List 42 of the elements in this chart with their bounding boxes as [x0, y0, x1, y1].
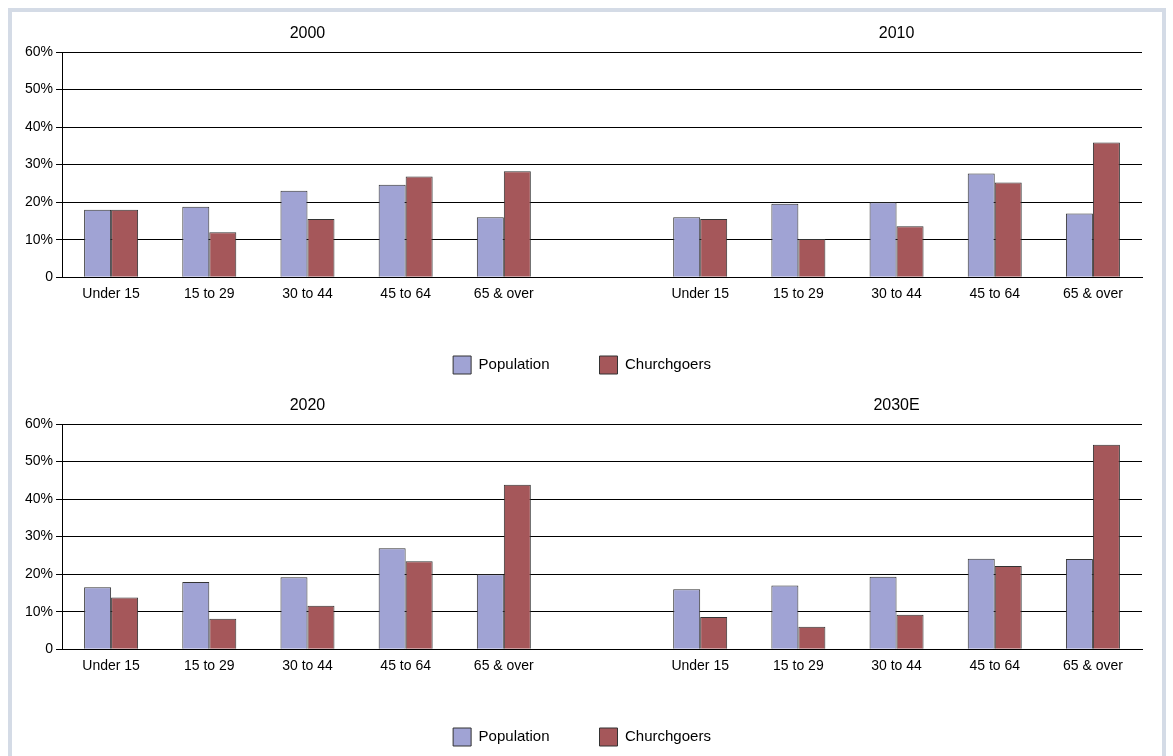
x-tick-label: 45 to 64 — [380, 285, 432, 302]
legend-label: Churchgoers — [625, 355, 711, 373]
y-tick-label: 30% — [24, 527, 54, 544]
x-tick-label: 15 to 29 — [773, 657, 824, 674]
y-tick-label: 40% — [24, 489, 54, 506]
x-tick-label: Under 15 — [671, 285, 730, 302]
text: 2010 — [878, 24, 915, 42]
y-tick-label: 50% — [24, 452, 54, 469]
legend-label: Population — [478, 355, 550, 373]
x-tick-label: 30 to 44 — [871, 285, 923, 302]
x-tick-label: Under 15 — [671, 657, 730, 674]
y-tick-label: 50% — [24, 80, 54, 97]
legend-label: Population — [478, 727, 550, 745]
x-tick-label: 65 & over — [1062, 657, 1124, 674]
y-tick-label: 40% — [24, 117, 54, 134]
x-tick-label: 15 to 29 — [183, 657, 235, 674]
y-tick-label: 60% — [24, 414, 54, 431]
text: 2000 — [289, 24, 326, 42]
x-tick-label: 65 & over — [473, 285, 535, 302]
x-tick-label: 30 to 44 — [282, 285, 333, 302]
y-tick-label: 10% — [24, 230, 54, 247]
x-tick-label: 65 & over — [1062, 285, 1124, 302]
text: 2030E — [873, 396, 920, 414]
x-tick-label: 45 to 64 — [380, 657, 432, 674]
y-tick-label: 60% — [24, 42, 54, 59]
x-tick-label: 65 & over — [473, 657, 535, 674]
x-tick-label: 45 to 64 — [969, 285, 1021, 302]
x-tick-label: 15 to 29 — [773, 285, 824, 302]
legend-label: Churchgoers — [625, 727, 711, 745]
x-tick-label: Under 15 — [82, 657, 141, 674]
y-tick-label: 30% — [24, 155, 54, 172]
text: 2020 — [289, 396, 326, 414]
y-tick-label: 0 — [45, 640, 54, 657]
x-tick-label: 15 to 29 — [183, 285, 235, 302]
x-tick-label: 30 to 44 — [871, 657, 923, 674]
x-tick-label: Under 15 — [82, 285, 141, 302]
x-tick-label: 30 to 44 — [282, 657, 333, 674]
y-tick-label: 10% — [24, 602, 54, 619]
y-tick-label: 20% — [24, 192, 54, 209]
y-tick-label: 0 — [45, 268, 54, 285]
y-tick-label: 20% — [24, 564, 54, 581]
x-tick-label: 45 to 64 — [969, 657, 1021, 674]
